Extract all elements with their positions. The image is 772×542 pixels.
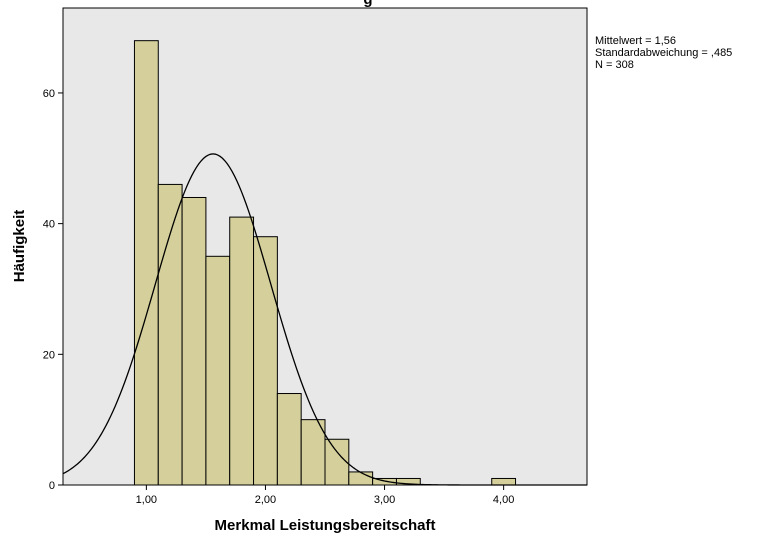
axes: 1,00 2,00 3,00 4,00 0 20 40 60: [43, 88, 515, 506]
x-tick-label: 3,00: [374, 494, 395, 506]
x-tick-label: 4,00: [493, 494, 514, 506]
chart-title: g: [363, 0, 372, 8]
histogram-bars: [133, 40, 517, 486]
histogram-bar-13: [491, 477, 517, 486]
y-tick-label: 0: [49, 480, 55, 492]
histogram-bar-4: [205, 255, 231, 486]
histogram-bar-7: [276, 393, 302, 486]
x-axis-title: Merkmal Leistungsbereitschaft: [215, 517, 436, 534]
y-axis-title: Häufigkeit: [11, 210, 28, 283]
stats-legend: Mittelwert = 1,56 Standardabweichung = ,…: [595, 35, 732, 71]
stats-n: N = 308: [595, 59, 634, 71]
histogram-bar-12: [395, 477, 421, 486]
histogram-bar-10: [348, 471, 374, 486]
histogram-bar-8: [300, 419, 326, 486]
histogram-bar-3: [181, 196, 207, 486]
x-tick-label: 1,00: [136, 494, 157, 506]
stats-mean: Mittelwert = 1,56: [595, 35, 676, 47]
normal-curve: [62, 153, 587, 486]
x-tick-label: 2,00: [255, 494, 276, 506]
y-tick-label: 20: [43, 349, 55, 361]
y-tick-label: 60: [43, 88, 55, 100]
histogram-bar-6: [253, 236, 278, 486]
histogram-bar-1: [133, 40, 159, 486]
histogram-bar-9: [324, 438, 350, 486]
histogram-bar-5: [229, 216, 255, 486]
y-tick-label: 40: [43, 219, 55, 231]
histogram-bar-2: [157, 183, 183, 486]
stats-sd: Standardabweichung = ,485: [595, 47, 732, 59]
